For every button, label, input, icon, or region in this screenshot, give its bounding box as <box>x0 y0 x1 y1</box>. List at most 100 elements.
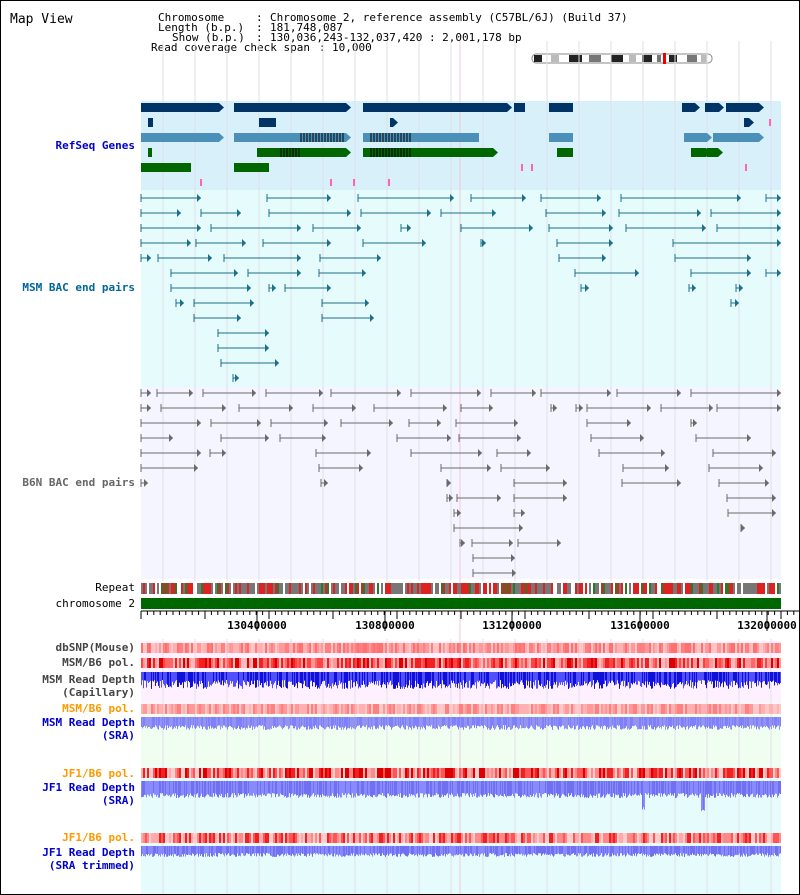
msm-pol2-cell <box>147 704 149 714</box>
msm-cap-depth-bar <box>700 672 701 681</box>
msm-sra-depth-bar <box>166 717 167 730</box>
msm-sra-depth-bar <box>184 717 185 728</box>
jf1-pol2-cell <box>675 833 677 843</box>
msm-cap-depth-bar <box>665 672 666 685</box>
b6n-bac-end <box>457 509 461 517</box>
jf1-sra-depth-bar <box>414 781 415 796</box>
msm-bac-end <box>147 254 151 262</box>
jf1-pol2-cell <box>231 833 233 843</box>
jf1-trim-depth-bar <box>437 846 438 857</box>
msm-sra-depth-bar <box>283 717 284 729</box>
msm-sra-depth-bar <box>341 717 342 730</box>
msm-pol2-cell <box>669 704 671 714</box>
msm-sra-depth-bar <box>368 717 369 728</box>
msm-sra-depth-bar <box>344 717 345 728</box>
jf1-pol-cell <box>209 768 211 778</box>
jf1-sra-depth-bar <box>151 781 152 797</box>
msm-sra-depth-bar <box>146 717 147 726</box>
gene-block <box>363 148 412 157</box>
gene-strand-arrow <box>346 133 351 142</box>
jf1-trim-depth-bar <box>263 846 264 854</box>
chromosome-ideogram[interactable] <box>529 53 715 65</box>
jf1-trim-depth-bar <box>163 846 164 854</box>
msm-cap-depth-bar <box>622 672 623 681</box>
jf1-sra-depth-bar <box>442 781 443 795</box>
jf1-trim-depth-bar <box>250 846 251 856</box>
msm-pol2-cell <box>723 704 725 714</box>
msm-pol2-cell <box>689 704 691 714</box>
msm-pol-cell <box>707 658 709 668</box>
dbsnp-cell <box>451 643 453 653</box>
jf1-trim-depth-bar <box>515 846 516 854</box>
jf1-trim-depth-bar <box>518 846 519 854</box>
jf1-sra-depth-bar <box>518 781 519 797</box>
jf1-pol2-cell <box>585 833 587 843</box>
msm-cap-depth-bar <box>369 672 370 682</box>
jf1-pol-cell <box>757 768 759 778</box>
repeat-segment <box>655 583 657 594</box>
repeat-segment <box>587 583 589 594</box>
msm-cap-depth-bar <box>713 672 714 689</box>
jf1-sra-depth-bar <box>658 781 659 794</box>
dbsnp-cell <box>629 643 631 653</box>
repeat-segment <box>729 583 731 594</box>
msm-pol2-cell <box>165 704 167 714</box>
jf1-sra-depth-bar <box>677 781 678 797</box>
repeat-segment <box>241 583 243 594</box>
msm-pol-cell <box>679 658 681 668</box>
jf1-trim-depth-bar <box>142 846 143 855</box>
repeat-segment <box>201 583 203 594</box>
jf1-sra-depth-bar <box>338 781 339 798</box>
dbsnp-cell <box>543 643 545 653</box>
msm-sra-depth-bar <box>322 717 323 728</box>
msm-cap-depth-bar <box>201 672 202 681</box>
msm-pol-cell <box>655 658 657 668</box>
jf1-trim-depth-bar <box>252 846 253 854</box>
msm-cap-depth-bar <box>601 672 602 689</box>
repeat-segment <box>719 583 721 594</box>
msm-sra-depth-bar <box>774 717 775 726</box>
repeat-segment <box>425 583 427 594</box>
repeat-segment <box>659 583 661 594</box>
msm-cap-depth-bar <box>455 672 456 688</box>
msm-sra-depth-bar <box>315 717 316 726</box>
dbsnp-cell <box>579 643 581 653</box>
msm-pol-cell <box>259 658 261 668</box>
msm-pol-cell <box>477 658 479 668</box>
jf1-pol-cell <box>169 768 171 778</box>
msm-cap-depth-bar <box>274 672 275 683</box>
msm-pol2-cell <box>245 704 247 714</box>
jf1-sra-depth-bar <box>657 781 658 796</box>
b6n-bac-end <box>447 434 451 442</box>
jf1-sra-depth-bar <box>553 781 554 795</box>
repeat-segment <box>737 583 739 594</box>
jf1-trim-depth-bar <box>173 846 174 857</box>
msm-sra-depth-bar <box>452 717 453 727</box>
msm-sra-depth-bar <box>525 717 526 728</box>
jf1-trim-depth-bar <box>303 846 304 854</box>
chromosome-colon: : <box>256 11 263 24</box>
jf1-trim-depth-bar <box>494 846 495 856</box>
jf1-trim-depth-bar <box>551 846 552 854</box>
jf1-sra-depth-bar <box>745 781 746 798</box>
jf1-sra-depth-bar <box>445 781 446 796</box>
jf1-trim-depth-bar <box>715 846 716 857</box>
dbsnp-cell <box>473 643 475 653</box>
msm-cap-depth-bar <box>454 672 455 684</box>
jf1-sra-depth-bar <box>625 781 626 794</box>
msm-cap-depth-bar <box>235 672 236 687</box>
jf1-pol2-cell <box>741 833 743 843</box>
msm-pol2-cell <box>561 704 563 714</box>
dbsnp-cell <box>779 643 781 653</box>
jf1-sra-depth-bar <box>165 781 166 796</box>
msm-sra-depth-bar <box>641 717 642 730</box>
jf1-trim-depth-bar <box>476 846 477 856</box>
jf1-sra-depth-bar <box>217 781 218 797</box>
jf1-pol2-cell <box>489 833 491 843</box>
repeat-segment <box>657 583 659 594</box>
msm-pol-cell <box>755 658 757 668</box>
jf1-pol2-cell <box>737 833 739 843</box>
msm-cap-depth-bar <box>186 672 187 681</box>
dbsnp-cell <box>387 643 389 653</box>
